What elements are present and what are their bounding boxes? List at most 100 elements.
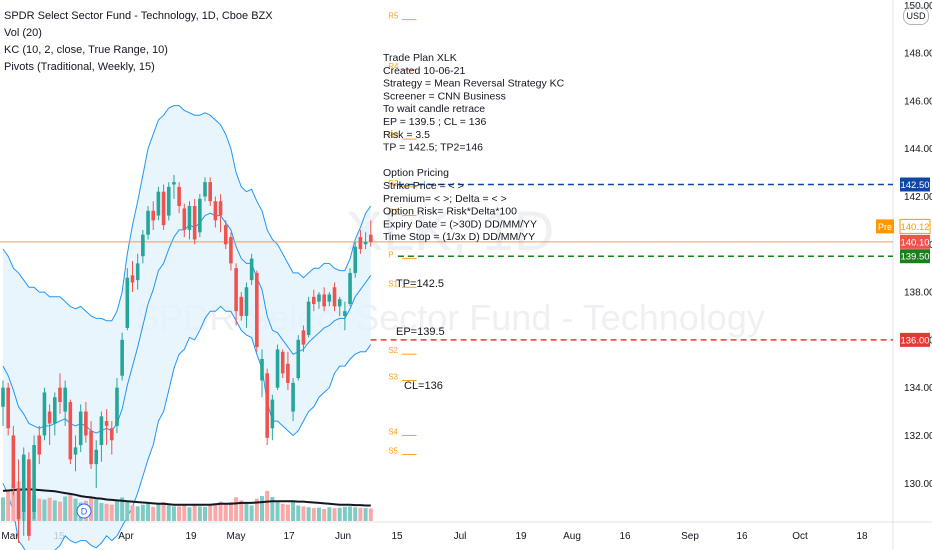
volume-bar (265, 490, 270, 521)
volume-bar (368, 508, 373, 521)
candle-body (1, 387, 5, 407)
kc-upper-line (2, 105, 372, 322)
candle-body (343, 311, 347, 316)
volume-bar (63, 496, 68, 521)
candle-body (125, 277, 130, 328)
candle-body (73, 447, 78, 455)
pivot-label-r4: R4 (388, 62, 399, 71)
y-tick-label: 146.00 (904, 96, 932, 107)
volume-bar (228, 502, 233, 521)
candle-body (6, 387, 10, 429)
volume-bar (285, 504, 290, 521)
trade-plan-line: EP = 139.5 ; CL = 136 (383, 116, 486, 128)
candle-body (37, 435, 42, 455)
volume-bar (135, 506, 140, 521)
trade-plan-line: Option Risk= Risk*Delta*100 (383, 206, 517, 218)
watermark-symbol: XLK, 1D (346, 199, 555, 262)
volume-bar (260, 496, 264, 521)
volume-bar (182, 504, 187, 521)
price-tag (900, 249, 930, 264)
candle-body (270, 399, 275, 429)
volume-bar (316, 507, 321, 521)
volume-bar (99, 502, 104, 521)
volume-ma-line (2, 488, 371, 507)
volume-bar (140, 504, 145, 521)
candle-body (109, 428, 114, 441)
price-tag (900, 332, 930, 347)
legend-pivots[interactable]: Pivots (Traditional, Weekly, 15) (4, 61, 155, 73)
candle-body (63, 387, 67, 412)
volume-bar (327, 507, 332, 521)
pre-market-price-tag (899, 218, 931, 234)
candle-body (286, 363, 290, 383)
kc-middle-line (2, 212, 372, 434)
candle-body (68, 402, 73, 460)
volume-bar (342, 506, 347, 521)
candle-body (306, 301, 311, 336)
x-tick-label: 17 (283, 531, 295, 542)
volume-bar (275, 501, 280, 521)
volume-bar (296, 505, 301, 521)
price-tag-label: 136.00 (900, 335, 929, 346)
candle-body (89, 430, 93, 465)
candle-body (120, 339, 124, 376)
dividend-marker-icon (76, 503, 92, 519)
volume-bar (239, 500, 244, 521)
pivot-label-r2: R2 (388, 179, 399, 188)
x-tick-label: Jul (454, 531, 467, 542)
candle-body (141, 234, 145, 257)
candle-body (42, 392, 47, 436)
volume-bar (192, 503, 197, 521)
candle-body (203, 182, 207, 197)
volume-bar (177, 506, 182, 521)
legend-keltner[interactable]: KC (10, 2, close, True Range, 10) (4, 44, 168, 56)
currency-button[interactable]: USD (903, 7, 929, 25)
volume-bar (337, 507, 342, 521)
volume-bar (197, 506, 202, 521)
legend-title[interactable]: SPDR Select Sector Fund - Technology, 1D… (4, 10, 273, 22)
volume-bar (52, 500, 57, 521)
y-tick-label: 130.00 (904, 479, 932, 490)
volume-bar (161, 502, 166, 521)
candle-body (260, 358, 264, 381)
volume-bar (244, 503, 249, 521)
y-tick-label: 142.00 (904, 192, 932, 203)
candle-body (115, 387, 119, 426)
candle-body (146, 210, 150, 235)
candle-body (291, 382, 295, 412)
y-tick-label: 132.00 (904, 431, 932, 442)
candle-body (198, 198, 202, 233)
candle-body (172, 182, 176, 185)
volume-bar (234, 497, 239, 521)
trade-plan-line: To wait candle retrace (383, 103, 485, 115)
volume-bar (73, 498, 78, 521)
volume-bar (301, 506, 306, 521)
volume-bar (280, 503, 285, 521)
volume-bar (332, 508, 337, 521)
y-tick-label: 138.00 (904, 288, 932, 299)
volume-bar (353, 507, 358, 521)
candle-body (166, 186, 171, 216)
candle-body (249, 258, 254, 281)
candle-body (99, 416, 104, 446)
candle-body (275, 349, 280, 388)
x-tick-label: Jun (335, 531, 351, 542)
volume-bar (203, 506, 208, 521)
volume-bar (306, 507, 311, 521)
candle-body (27, 459, 31, 536)
volume-bar (104, 503, 109, 521)
volume-bar (254, 498, 259, 521)
pivot-label-r5: R5 (388, 12, 399, 21)
volume-bar (1, 497, 5, 521)
candle-body (192, 206, 197, 240)
pre-market-tag-label: Pre (878, 222, 892, 232)
pivot-label-s5: S5 (388, 447, 398, 456)
candle-body (156, 191, 161, 216)
legend-volume[interactable]: Vol (20) (4, 27, 42, 39)
pre-market-tag-icon (876, 219, 894, 234)
candle-body (177, 186, 181, 207)
x-tick-label: 18 (856, 531, 868, 542)
candle-body (32, 445, 36, 512)
candle-body (47, 411, 52, 424)
